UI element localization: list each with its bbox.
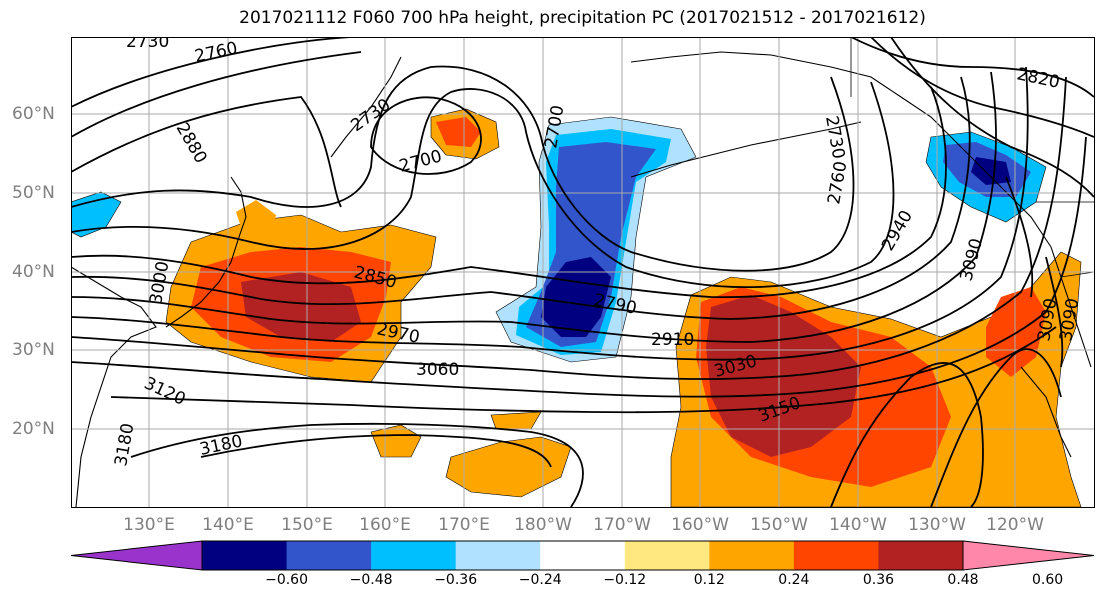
lon-label-130e: 130°E bbox=[123, 515, 175, 535]
colorbar-extend-low bbox=[70, 540, 203, 571]
colorbar-outline bbox=[201, 540, 964, 571]
contour-west-1 bbox=[71, 37, 352, 108]
coastlines bbox=[71, 37, 1094, 507]
colorbar-tick-label: 0.48 bbox=[947, 572, 979, 588]
lon-label-170e: 170°E bbox=[438, 515, 490, 535]
colorbar bbox=[70, 540, 1095, 571]
lon-label-170w: 170°W bbox=[593, 515, 651, 535]
contour-mid-4 bbox=[71, 66, 1029, 361]
contour-labels: 2730 2760 2880 2730 2700 2700 2730 2760 … bbox=[111, 37, 1083, 468]
contour-label: 2730 bbox=[126, 37, 169, 52]
lon-label-120w: 120°W bbox=[986, 515, 1044, 535]
lon-label-160e: 160°E bbox=[359, 515, 411, 535]
contour-label: 2820 bbox=[1015, 64, 1061, 93]
contour-south-3 bbox=[130, 422, 584, 507]
contour-east-2 bbox=[930, 348, 1062, 507]
colorbar-segments bbox=[70, 540, 1095, 571]
colorbar-tick-label: 0.60 bbox=[1031, 572, 1064, 588]
contour-label: 2940 bbox=[878, 207, 917, 254]
map-svg: 2730 2760 2880 2730 2700 2700 2730 2760 … bbox=[71, 37, 1094, 507]
contour-mid-1 bbox=[71, 86, 947, 298]
contour-mid-5 bbox=[71, 76, 1067, 380]
contour-label: 2760 bbox=[193, 38, 239, 67]
lon-label-150e: 150°E bbox=[281, 515, 333, 535]
contour-south-2 bbox=[110, 326, 1057, 414]
contour-label: 3120 bbox=[141, 373, 189, 409]
colorbar-segment bbox=[455, 541, 541, 570]
precip-subtropic-1 bbox=[370, 424, 422, 458]
colorbar-segment bbox=[793, 541, 879, 570]
coastline-kamchatka bbox=[330, 56, 402, 158]
lon-label-140e: 140°E bbox=[202, 515, 254, 535]
contour-low-kamchatka bbox=[370, 96, 482, 175]
precip-west-pacific-core bbox=[241, 272, 361, 342]
contour-label: 2880 bbox=[172, 120, 211, 167]
lon-label-130w: 130°W bbox=[908, 515, 966, 535]
precip-kamchatka-inner bbox=[436, 117, 481, 147]
colorbar-segment bbox=[878, 541, 964, 570]
contour-north-east-2 bbox=[870, 37, 1094, 138]
contour-east-1 bbox=[830, 362, 984, 507]
contour-south-4 bbox=[200, 434, 552, 468]
lat-label-60n: 60°N bbox=[12, 104, 55, 124]
colorbar-segment bbox=[202, 541, 288, 570]
colorbar-segment bbox=[371, 541, 457, 570]
precip-central-neg-max bbox=[541, 257, 611, 337]
lat-label-40n: 40°N bbox=[12, 262, 55, 282]
contour-east-coast bbox=[1005, 176, 1064, 368]
precip-alaska-neg-max bbox=[971, 157, 1011, 185]
borders-na bbox=[850, 37, 1094, 278]
contour-label: 2760 bbox=[824, 160, 851, 206]
coastline-japan bbox=[165, 176, 247, 328]
colorbar-tick-label: 0.12 bbox=[693, 572, 725, 588]
contour-west-3 bbox=[71, 96, 342, 208]
map-title: 2017021112 F060 700 hPa height, precipit… bbox=[239, 8, 926, 28]
contour-label: 2910 bbox=[651, 330, 694, 350]
colorbar-segment bbox=[286, 541, 372, 570]
colorbar-tick-label: −0.36 bbox=[434, 572, 478, 588]
contour-west-5 bbox=[71, 81, 895, 289]
contour-mid-2 bbox=[71, 76, 971, 320]
colorbar-segment bbox=[624, 541, 710, 570]
lat-label-50n: 50°N bbox=[12, 183, 55, 203]
colorbar-segment bbox=[540, 541, 626, 570]
colorbar-tick-label: −0.60 bbox=[265, 572, 308, 588]
precip-subtropic-2 bbox=[445, 436, 572, 498]
lat-label-20n: 20°N bbox=[12, 419, 55, 439]
lon-label-150w: 150°W bbox=[750, 515, 808, 535]
height-contours bbox=[71, 37, 1094, 507]
colorbar-extend-high bbox=[962, 540, 1095, 571]
contour-west-4 bbox=[71, 65, 855, 272]
map-panel: 2730 2760 2880 2730 2700 2700 2730 2760 … bbox=[71, 37, 1094, 507]
colorbar-tick-label: −0.48 bbox=[349, 572, 393, 588]
contour-mid-3 bbox=[71, 71, 997, 343]
contour-west-2 bbox=[71, 51, 362, 138]
precip-japan-north bbox=[236, 200, 276, 242]
colorbar-tick-label: −0.24 bbox=[518, 572, 562, 588]
precip-shading bbox=[71, 108, 1082, 507]
coastline-alaska bbox=[630, 51, 1052, 248]
contour-label: 2700 bbox=[397, 146, 444, 177]
coastline-baja bbox=[1020, 366, 1072, 458]
coastline-north-america bbox=[1050, 246, 1092, 368]
contour-label: 3180 bbox=[198, 431, 244, 460]
lon-label-160w: 160°W bbox=[671, 515, 729, 535]
lon-label-140w: 140°W bbox=[829, 515, 887, 535]
colorbar-tick-label: 0.24 bbox=[778, 572, 810, 588]
contour-south-1 bbox=[71, 136, 1087, 398]
contour-north-east-3 bbox=[890, 37, 1094, 198]
lon-label-180w: 180°W bbox=[514, 515, 572, 535]
lat-label-30n: 30°N bbox=[12, 340, 55, 360]
precip-california-strong bbox=[986, 287, 1046, 377]
coastline-aleutians bbox=[630, 121, 862, 178]
colorbar-tick-label: 0.36 bbox=[862, 572, 895, 588]
gridlines bbox=[71, 37, 1094, 507]
contour-label: 3060 bbox=[416, 360, 459, 380]
colorbar-tick-label: −0.12 bbox=[603, 572, 647, 588]
contour-label: 3090 bbox=[957, 236, 988, 283]
precip-subtropic-3 bbox=[490, 411, 542, 430]
colorbar-segment bbox=[709, 541, 795, 570]
coastline-asia bbox=[71, 266, 157, 507]
